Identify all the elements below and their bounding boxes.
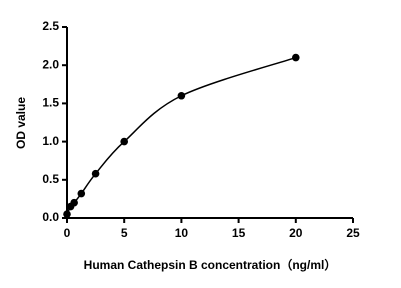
x-tick-label: 5 (121, 226, 128, 240)
fit-curve (66, 56, 297, 215)
x-tick-label: 20 (289, 226, 303, 240)
x-tick-label: 15 (232, 226, 246, 240)
data-point (70, 198, 78, 207)
data-point (292, 53, 300, 62)
y-tick-label: 1.5 (42, 96, 59, 110)
y-tick-label: 0.0 (42, 210, 59, 224)
data-point (63, 210, 71, 218)
y-tick-label: 0.5 (42, 172, 59, 186)
x-tick-label: 0 (64, 226, 71, 240)
y-tick-label: 1.0 (42, 134, 59, 148)
data-point (91, 169, 100, 178)
y-axis-label: OD value (14, 97, 28, 149)
x-tick-label: 10 (175, 226, 189, 240)
data-point (77, 189, 86, 198)
y-tick-label: 2.0 (42, 57, 59, 71)
data-point (120, 137, 128, 146)
data-point (177, 91, 186, 100)
x-axis-label: Human Cathepsin B concentration（ng/ml） (84, 257, 337, 272)
y-tick-label: 2.5 (42, 19, 59, 33)
x-tick-label: 25 (346, 226, 360, 240)
